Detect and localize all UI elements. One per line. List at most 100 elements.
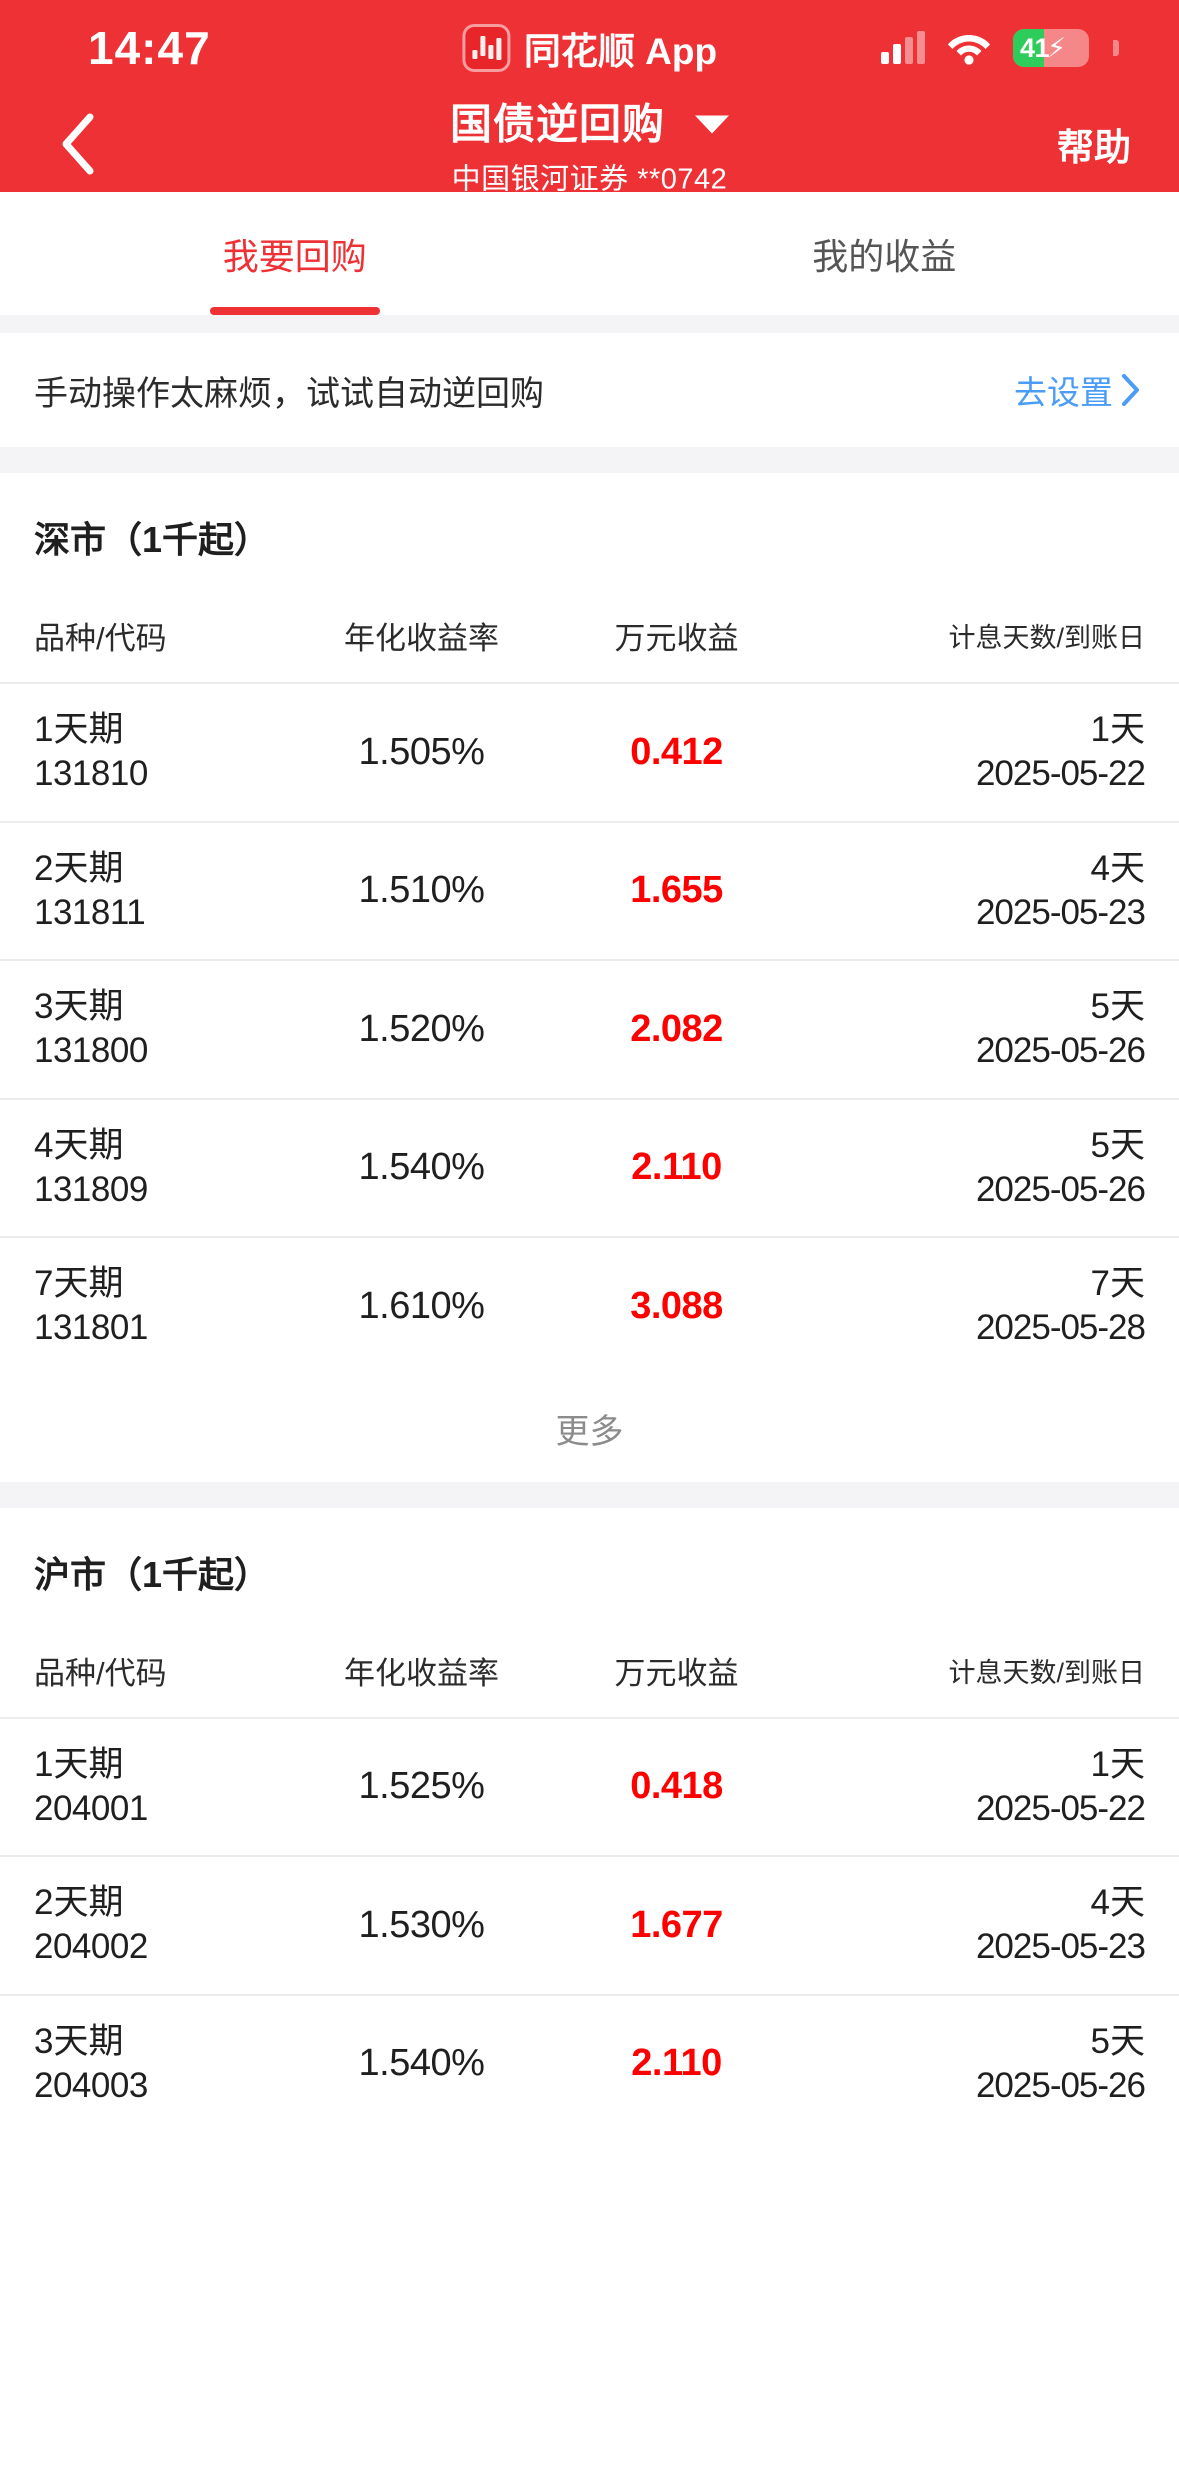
cell-profit: 2.110 [631,1146,722,1189]
cell-annual-rate: 1.610% [358,1284,485,1327]
cell-days-settlement: 1天 2025-05-22 [799,710,1146,795]
back-button[interactable] [42,109,112,179]
cell-variety-code: 1天期 204001 [34,1745,289,1830]
cell-profit: 0.412 [630,730,723,773]
row-code: 131809 [34,1169,148,1209]
row-date: 2025-05-22 [975,1788,1146,1828]
column-header-profit-per-10k: 万元收益 [614,621,739,656]
account-subtitle: 中国银河证券 **0742 [451,163,728,196]
table-row[interactable]: 2天期 131811 1.510% 1.655 4天 2025-05-23 [0,823,1179,961]
go-to-settings-link[interactable]: 去设置 [1014,366,1141,414]
wifi-icon [947,31,991,65]
table-row[interactable]: 3天期 204003 1.540% 2.110 5天 2025-05-26 [0,1996,1179,2133]
row-code: 204002 [34,1927,148,1967]
cell-profit: 2.110 [631,2042,722,2085]
row-variety: 2天期 [34,1883,124,1922]
section-divider-2 [0,447,1179,473]
cell-profit: 1.655 [630,869,723,912]
cell-profit: 3.088 [630,1284,723,1327]
table-row[interactable]: 4天期 131809 1.540% 2.110 5天 2025-05-26 [0,1100,1179,1238]
cell-variety-code: 3天期 131800 [34,987,289,1072]
row-variety: 1天期 [34,1744,124,1784]
section-title-shenzhen: 深市（1千起） [0,473,1179,591]
promo-text: 手动操作太麻烦，试试自动逆回购 [34,374,544,413]
column-header-annual-rate: 年化收益率 [344,621,499,656]
cell-variety-code: 3天期 204003 [34,2022,289,2107]
column-header-variety-code: 品种/代码 [34,621,167,656]
table-shenzhen: 品种/代码 年化收益率 万元收益 计息天数/到账日 1天期 131810 1.5… [0,591,1179,1375]
cell-annual-rate: 1.510% [358,869,485,912]
tab-my-earnings[interactable]: 我的收益 [812,235,957,277]
go-to-settings-label: 去设置 [1014,374,1113,411]
table-row[interactable]: 3天期 131800 1.520% 2.082 5天 2025-05-26 [0,961,1179,1100]
row-date: 2025-05-26 [975,1031,1146,1071]
row-variety: 3天期 [34,987,124,1026]
table-row[interactable]: 1天期 131810 1.505% 0.412 1天 2025-05-22 [0,684,1179,823]
help-button[interactable]: 帮助 [1057,127,1131,168]
row-variety: 1天期 [34,710,124,749]
cell-annual-rate: 1.525% [358,1765,485,1808]
cell-days-settlement: 5天 2025-05-26 [799,2021,1146,2107]
charging-bolt-icon: ⚡ [1047,32,1067,63]
table-row[interactable]: 2天期 204002 1.530% 1.677 4天 2025-05-23 [0,1857,1179,1996]
row-date: 2025-05-23 [975,892,1146,932]
battery-indicator: 41 ⚡ [1013,29,1089,67]
row-days: 5天 [1090,2021,1145,2061]
navigation-bar: 国债逆回购 中国银河证券 **0742 帮助 [0,96,1179,196]
table-row[interactable]: 7天期 131801 1.610% 3.088 7天 2025-05-28 [0,1238,1179,1375]
page-title: 国债逆回购 [449,100,665,148]
battery-percent: 41 [1020,32,1050,63]
status-indicators: 41 ⚡ [881,29,1119,67]
chevron-left-icon [59,113,95,175]
cell-variety-code: 1天期 131810 [34,710,289,795]
tab-bar: 我要回购 我的收益 [0,192,1179,315]
column-header-variety-code: 品种/代码 [34,1655,167,1691]
row-code: 204003 [34,2065,148,2105]
cell-variety-code: 4天期 131809 [34,1126,289,1211]
cell-profit: 1.677 [630,1903,723,1946]
status-bar: 14:47 同花顺 App 41 ⚡ [0,0,1179,96]
row-date: 2025-05-23 [975,1927,1146,1967]
row-variety: 4天期 [34,1125,124,1165]
chevron-right-icon [1121,373,1141,407]
section-title-shanghai: 沪市（1千起） [0,1507,1179,1626]
row-code: 131810 [34,754,148,794]
column-header-days-settlement: 计息天数/到账日 [948,623,1145,653]
cell-variety-code: 2天期 204002 [34,1883,289,1968]
cell-days-settlement: 5天 2025-05-26 [799,1125,1146,1211]
cell-annual-rate: 1.520% [358,1007,485,1050]
section-divider-1 [0,315,1179,333]
status-app-indicator: 同花顺 App [461,21,718,75]
tab-my-repurchase[interactable]: 我要回购 [0,192,590,315]
row-date: 2025-05-28 [975,1308,1146,1348]
row-code: 131801 [34,1308,148,1348]
row-days: 5天 [1090,987,1145,1026]
battery-cap [1113,40,1119,56]
row-code: 204001 [34,1788,148,1828]
cell-days-settlement: 1天 2025-05-22 [799,1744,1146,1830]
row-variety: 2天期 [34,848,124,888]
cell-annual-rate: 1.540% [358,1146,485,1189]
cellular-signal-icon [881,31,925,64]
row-days: 4天 [1090,1883,1145,1922]
cell-variety-code: 7天期 131801 [34,1264,289,1349]
stock-chart-icon [461,24,510,72]
status-time: 14:47 [88,22,211,74]
row-variety: 3天期 [34,2021,124,2061]
cell-profit: 0.418 [630,1765,723,1808]
section-divider-3 [0,1481,1179,1508]
cell-annual-rate: 1.540% [358,2042,485,2085]
column-header-days-settlement: 计息天数/到账日 [948,1657,1145,1688]
cell-days-settlement: 5天 2025-05-26 [799,987,1146,1072]
more-button-shenzhen[interactable]: 更多 [0,1374,1179,1482]
nav-title-block[interactable]: 国债逆回购 中国银河证券 **0742 [270,91,910,198]
column-header-annual-rate: 年化收益率 [344,1655,499,1691]
table-row[interactable]: 1天期 204001 1.525% 0.418 1天 2025-05-22 [0,1719,1179,1857]
row-days: 1天 [1090,1744,1145,1784]
column-header-profit-per-10k: 万元收益 [614,1655,739,1691]
row-days: 5天 [1090,1125,1145,1165]
status-app-name: 同花顺 App [523,31,718,72]
table-header-shanghai: 品种/代码 年化收益率 万元收益 计息天数/到账日 [0,1626,1179,1719]
caret-down-icon[interactable] [695,115,729,133]
auto-repurchase-promo[interactable]: 手动操作太麻烦，试试自动逆回购 去设置 [0,333,1179,447]
